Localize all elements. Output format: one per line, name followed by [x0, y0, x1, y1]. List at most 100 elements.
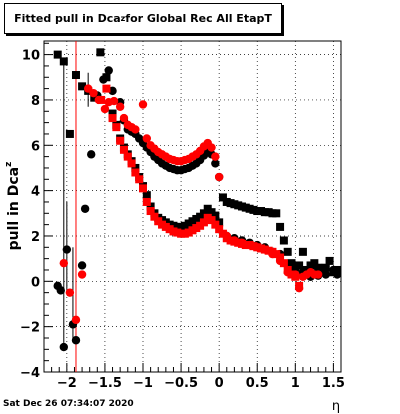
- data-point: [211, 220, 220, 229]
- data-point: [199, 209, 208, 218]
- data-point: [245, 240, 254, 250]
- data-point: [276, 222, 285, 231]
- data-point: [215, 225, 224, 234]
- y-tick-label: 8: [31, 94, 40, 109]
- data-point: [268, 249, 277, 259]
- data-point: [71, 71, 80, 80]
- data-point: [104, 66, 113, 75]
- data-point: [102, 84, 111, 93]
- data-point: [138, 100, 148, 109]
- data-point: [59, 57, 68, 66]
- data-point: [99, 75, 108, 84]
- data-point: [53, 50, 62, 59]
- data-point: [211, 211, 220, 220]
- data-point: [131, 125, 140, 134]
- x-tick-label: −1: [133, 376, 153, 391]
- title-subscript: z: [120, 14, 126, 23]
- data-point: [211, 152, 220, 161]
- data-point: [279, 259, 288, 268]
- data-point: [321, 270, 330, 279]
- data-point: [135, 175, 144, 184]
- data-point: [80, 204, 90, 213]
- data-point: [108, 109, 117, 118]
- x-tick-label: 0.5: [246, 376, 269, 391]
- data-point: [59, 342, 68, 352]
- x-tick-label: −2: [57, 376, 77, 391]
- x-axis-label: η: [332, 399, 340, 414]
- data-point: [127, 159, 136, 168]
- data-point: [310, 259, 319, 268]
- data-point: [142, 197, 151, 206]
- data-point: [295, 261, 304, 270]
- x-tick-label: 1: [291, 376, 300, 391]
- data-point: [131, 168, 140, 177]
- data-point: [62, 245, 72, 254]
- data-point: [214, 172, 224, 182]
- data-point: [287, 259, 296, 268]
- data-point: [87, 150, 96, 159]
- data-point: [260, 245, 270, 254]
- data-point: [56, 286, 65, 295]
- data-point: [283, 268, 292, 277]
- data-point: [77, 270, 87, 279]
- data-point: [199, 218, 208, 227]
- timestamp-footer: Sat Dec 26 07:34:07 2020: [3, 399, 134, 409]
- data-point: [207, 143, 216, 152]
- data-point: [142, 134, 152, 143]
- data-point: [272, 209, 281, 218]
- data-point: [71, 315, 81, 325]
- data-point: [253, 243, 262, 252]
- data-point: [302, 265, 311, 274]
- data-point: [275, 256, 285, 266]
- data-point: [116, 136, 125, 145]
- data-point: [123, 152, 132, 161]
- data-point: [139, 184, 147, 193]
- data-point: [65, 129, 74, 138]
- data-point: [222, 231, 231, 241]
- data-point: [89, 88, 98, 98]
- x-tick-label: −0.5: [164, 376, 198, 391]
- data-point: [150, 212, 159, 221]
- y-tick-label: 0: [31, 275, 40, 290]
- data-point: [96, 48, 105, 57]
- y-tick-label: −2: [20, 321, 40, 336]
- data-point: [142, 191, 151, 200]
- title-main: Fitted pull in Dca: [14, 12, 121, 25]
- data-point: [94, 95, 104, 105]
- data-point: [294, 283, 304, 293]
- data-point: [321, 263, 330, 272]
- data-point: [100, 104, 110, 114]
- data-point: [218, 193, 227, 202]
- data-point: [298, 247, 307, 256]
- y-tick-label: 4: [31, 185, 40, 200]
- data-point: [131, 163, 140, 172]
- data-point: [207, 216, 216, 225]
- title-rest: for Global Rec All EtapT: [125, 12, 272, 25]
- data-point: [77, 261, 87, 270]
- data-point: [59, 258, 68, 268]
- data-point: [119, 113, 129, 123]
- data-point: [146, 202, 155, 211]
- data-point: [313, 270, 323, 279]
- data-point: [65, 288, 75, 297]
- data-point: [108, 114, 117, 123]
- data-point: [109, 96, 119, 106]
- data-point: [332, 270, 342, 279]
- data-point: [115, 102, 125, 111]
- y-tick-label: 2: [31, 230, 40, 245]
- data-point: [230, 236, 239, 245]
- data-point: [78, 82, 87, 91]
- data-point: [325, 256, 334, 265]
- data-point: [218, 229, 227, 238]
- data-point: [283, 247, 292, 256]
- x-tick-label: −1.5: [88, 376, 122, 391]
- y-tick-label: 6: [31, 139, 40, 154]
- data-point: [291, 270, 300, 279]
- data-point: [279, 236, 288, 245]
- data-point: [237, 238, 247, 247]
- data-point: [119, 145, 128, 154]
- y-tick-label: 10: [22, 49, 40, 64]
- x-tick-label: 0: [215, 376, 224, 391]
- data-point: [146, 207, 155, 216]
